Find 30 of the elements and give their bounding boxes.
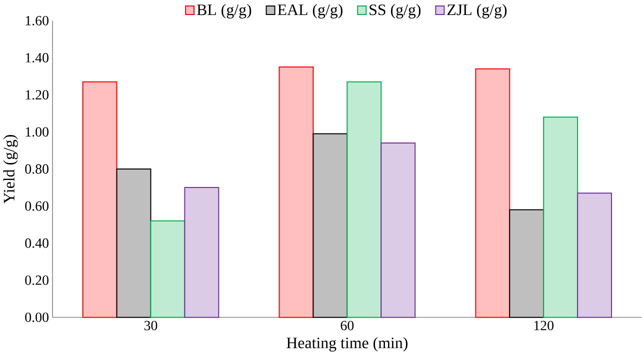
legend-label: SS (g/g) <box>370 4 421 19</box>
bar <box>82 81 118 318</box>
x-tick-label: 30 <box>144 320 158 330</box>
y-tick-label: 1.60 <box>26 16 48 26</box>
bar <box>509 209 544 318</box>
bar <box>184 187 220 318</box>
bar <box>116 168 152 318</box>
bar <box>346 81 382 318</box>
y-tick-label: 0.40 <box>25 238 48 248</box>
legend-label: ZJL (g/g) <box>447 4 507 19</box>
y-tick-label: 0.00 <box>25 312 48 322</box>
y-tick-label: 0.20 <box>25 276 48 286</box>
y-tick-label: 1.20 <box>26 90 48 100</box>
bar <box>543 116 578 318</box>
bar <box>150 220 186 318</box>
bar <box>380 142 416 318</box>
legend-label: BL (g/g) <box>197 4 252 19</box>
x-tick-label: 120 <box>534 320 554 330</box>
x-axis-title: Heating time (min) <box>286 337 408 352</box>
bar <box>278 66 314 318</box>
y-tick-label: 0.80 <box>25 164 48 174</box>
bar <box>312 133 348 318</box>
legend-label: EAL (g/g) <box>278 4 342 19</box>
y-tick-label: 0.60 <box>25 201 48 211</box>
y-axis-title: Yield (g/g) <box>3 135 18 204</box>
y-tick-label: 1.40 <box>26 53 48 63</box>
bar <box>577 192 612 318</box>
bar <box>475 68 510 318</box>
y-tick-label: 1.00 <box>26 127 48 137</box>
x-tick-label: 60 <box>340 320 354 330</box>
